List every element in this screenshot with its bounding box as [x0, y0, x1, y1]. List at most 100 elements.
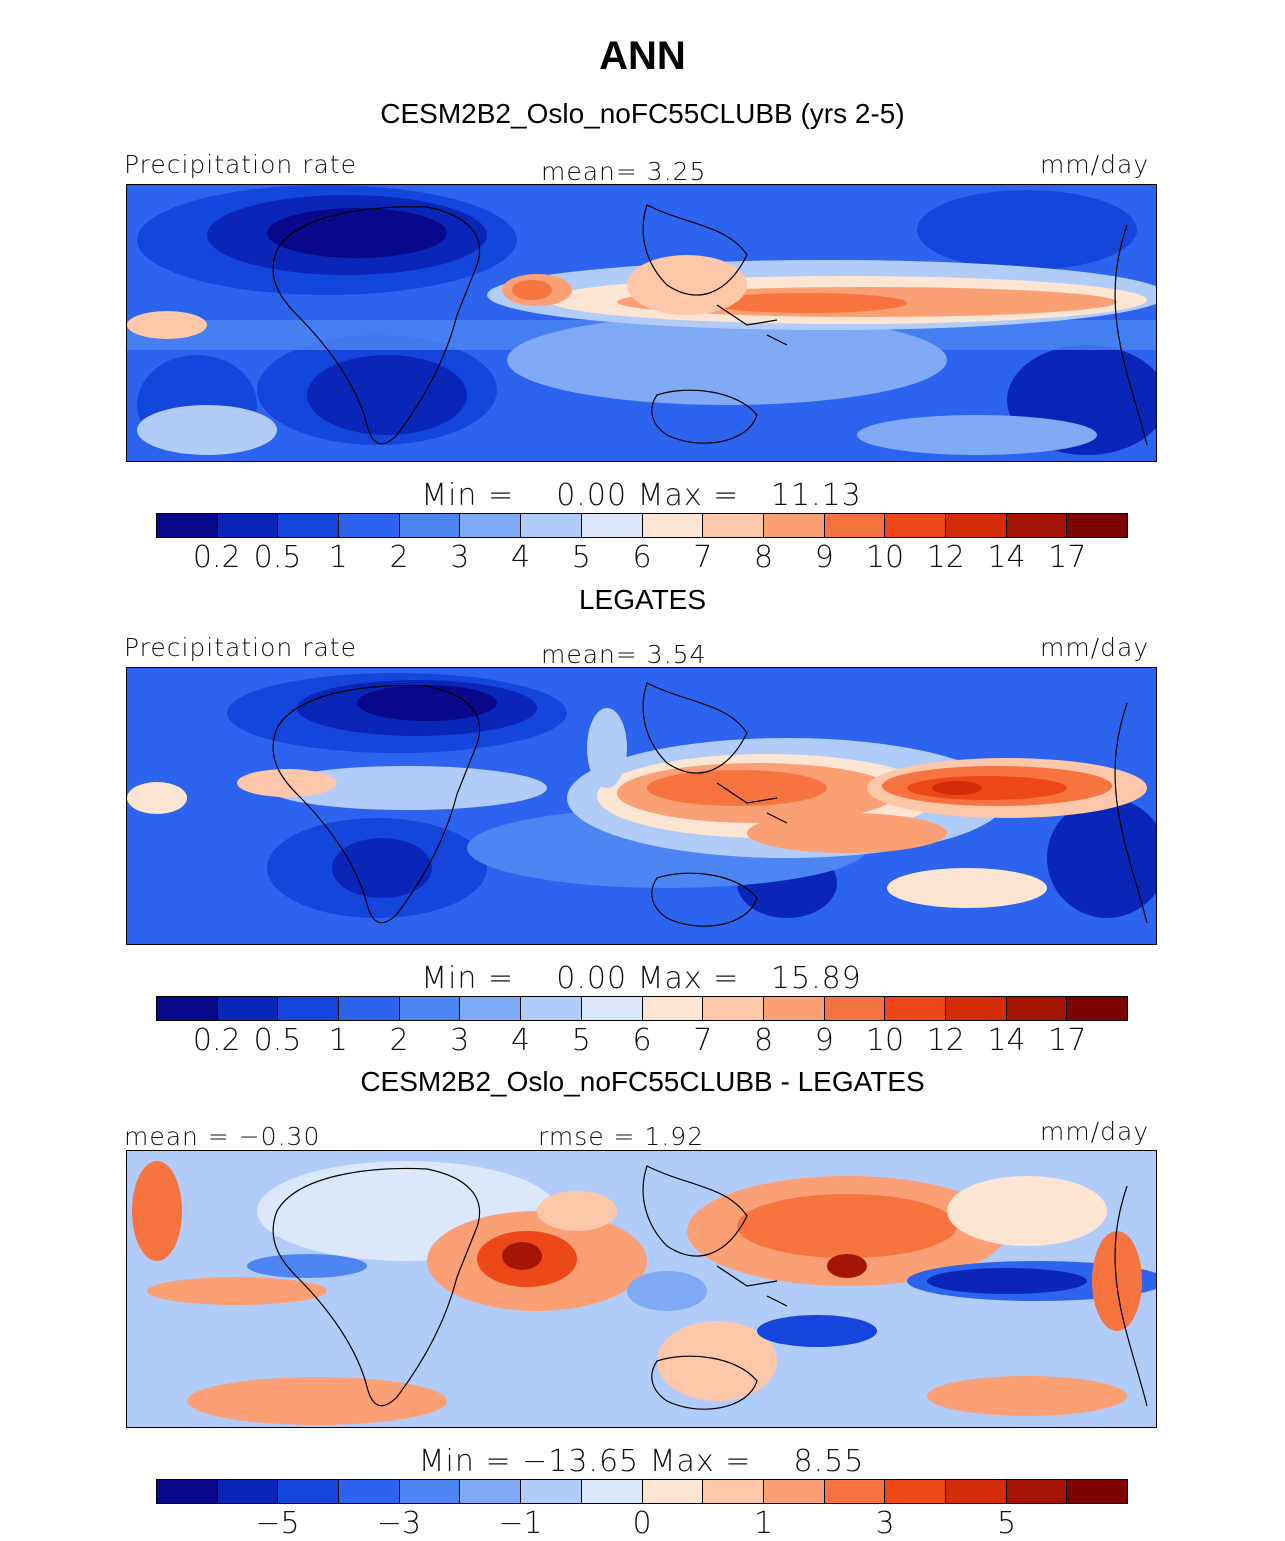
colorbar-swatch [217, 997, 279, 1020]
colorbar-swatch [399, 997, 461, 1020]
colorbar-tick-label: 0.5 [253, 540, 302, 575]
colorbar-swatch [217, 1480, 279, 1503]
colorbar-tick-label: 3 [450, 540, 470, 575]
colorbar-swatch [824, 1480, 886, 1503]
coastlines [272, 204, 1148, 446]
panel-1-mean-label: mean= 3.25 [541, 157, 707, 186]
colorbar-tick-label: 0 [632, 1506, 652, 1541]
colorbar-swatch [763, 514, 825, 537]
colorbar-tick-label: 2 [389, 1023, 409, 1058]
colorbar-tick-label: 5 [996, 1506, 1017, 1541]
colorbar-tick-label: 4 [510, 1023, 531, 1058]
colorbar-swatch [460, 997, 522, 1020]
panel-2-colorbar-ticks: 0.2 0.5 1 2 3 4 5 6 7 8 9 10 12 14 17 [156, 1023, 1128, 1063]
colorbar-swatch [521, 514, 582, 537]
panel-2-colorbar [156, 996, 1128, 1021]
panel-3-mean-label: mean = −0.30 [124, 1122, 321, 1151]
colorbar-swatch [339, 1480, 400, 1503]
colorbar-swatch [945, 1480, 1007, 1503]
colorbar-swatch [157, 997, 218, 1020]
panel-1-map [126, 184, 1157, 462]
panel-3-minmax: Min = −13.65 Max = 8.55 [418, 1444, 865, 1479]
panel-1-colorbar-ticks: 0.2 0.5 1 2 3 4 5 6 7 8 9 10 12 14 17 [156, 540, 1128, 580]
colorbar-swatch [521, 997, 582, 1020]
colorbar-swatch [521, 1480, 582, 1503]
colorbar-swatch [339, 997, 400, 1020]
colorbar-swatch [945, 514, 1007, 537]
colorbar-tick-label: 8 [753, 1023, 774, 1058]
colorbar-tick-label: 1 [328, 540, 348, 575]
panel-2-minmax: Min = 0.00 Max = 15.89 [421, 961, 862, 996]
colorbar-tick-label: 17 [1048, 1023, 1087, 1058]
colorbar-swatch [885, 997, 946, 1020]
colorbar-tick-label: 14 [987, 540, 1026, 575]
panel-3-subtitle: CESM2B2_Oslo_noFC55CLUBB - LEGATES [360, 1066, 925, 1097]
colorbar-tick-label: 7 [693, 540, 713, 575]
colorbar-swatch [581, 1480, 643, 1503]
colorbar-tick-label: 8 [753, 540, 774, 575]
colorbar-swatch [885, 514, 946, 537]
colorbar-swatch [763, 1480, 825, 1503]
colorbar-tick-label: 5 [571, 540, 591, 575]
colorbar-swatch [763, 997, 825, 1020]
panel-3-colorbar [156, 1479, 1128, 1504]
colorbar-tick-label: 2 [389, 540, 409, 575]
panel-2-map [126, 667, 1157, 945]
colorbar-tick-label: 10 [865, 1023, 905, 1058]
panel-3-colorbar-ticks: −5 −3 −1 0 1 3 5 [156, 1506, 1128, 1541]
colorbar-tick-label: 10 [865, 540, 905, 575]
panel-2-variable-label: Precipitation rate [124, 633, 357, 662]
colorbar-swatch [703, 514, 764, 537]
colorbar-tick-label: 12 [926, 1023, 965, 1058]
colorbar-swatch [642, 1480, 704, 1503]
colorbar-tick-label: 1 [753, 1506, 774, 1541]
panel-2-subtitle: LEGATES [578, 584, 707, 615]
panel-2-mean-label: mean= 3.54 [541, 640, 707, 669]
colorbar-swatch [581, 514, 643, 537]
colorbar-swatch [460, 1480, 522, 1503]
colorbar-swatch [278, 1480, 340, 1503]
panel-3-map [126, 1150, 1157, 1428]
colorbar-tick-label: 5 [571, 1023, 591, 1058]
colorbar-swatch [1006, 997, 1068, 1020]
colorbar-swatch [217, 514, 279, 537]
panel-3-units-label: mm/day [1040, 1117, 1150, 1146]
colorbar-tick-label: 6 [632, 1023, 652, 1058]
colorbar-swatch [581, 997, 643, 1020]
colorbar-swatch [399, 1480, 461, 1503]
panel-1-variable-label: Precipitation rate [124, 150, 357, 179]
colorbar-swatch [278, 997, 340, 1020]
colorbar-tick-label: 4 [510, 540, 531, 575]
colorbar-tick-label: 9 [814, 1023, 834, 1058]
colorbar-tick-label: 3 [450, 1023, 470, 1058]
colorbar-swatch [1067, 514, 1127, 537]
panel-3-rmse-label: rmse = 1.92 [538, 1122, 705, 1151]
colorbar-swatch [703, 1480, 764, 1503]
colorbar-tick-label: 9 [814, 540, 834, 575]
panel-1-minmax: Min = 0.00 Max = 11.13 [421, 478, 862, 513]
colorbar-swatch [642, 514, 704, 537]
colorbar-swatch [1006, 1480, 1068, 1503]
colorbar-tick-label: 0.2 [192, 1023, 241, 1058]
main-title: ANN [599, 34, 686, 78]
colorbar-swatch [945, 997, 1007, 1020]
colorbar-swatch [824, 997, 886, 1020]
colorbar-swatch [157, 514, 218, 537]
colorbar-tick-label: −3 [376, 1506, 422, 1541]
colorbar-swatch [339, 514, 400, 537]
colorbar-swatch [399, 514, 461, 537]
colorbar-tick-label: 14 [987, 1023, 1026, 1058]
panel-2-units-label: mm/day [1040, 633, 1150, 662]
colorbar-tick-label: 3 [875, 1506, 895, 1541]
coastlines [272, 682, 1148, 927]
colorbar-swatch [703, 997, 764, 1020]
panel-1-subtitle: CESM2B2_Oslo_noFC55CLUBB (yrs 2-5) [380, 98, 905, 129]
colorbar-tick-label: 17 [1048, 540, 1087, 575]
colorbar-tick-label: 6 [632, 540, 652, 575]
colorbar-swatch [278, 514, 340, 537]
colorbar-tick-label: −5 [255, 1506, 300, 1541]
colorbar-swatch [1067, 1480, 1127, 1503]
colorbar-swatch [642, 997, 704, 1020]
colorbar-swatch [157, 1480, 218, 1503]
